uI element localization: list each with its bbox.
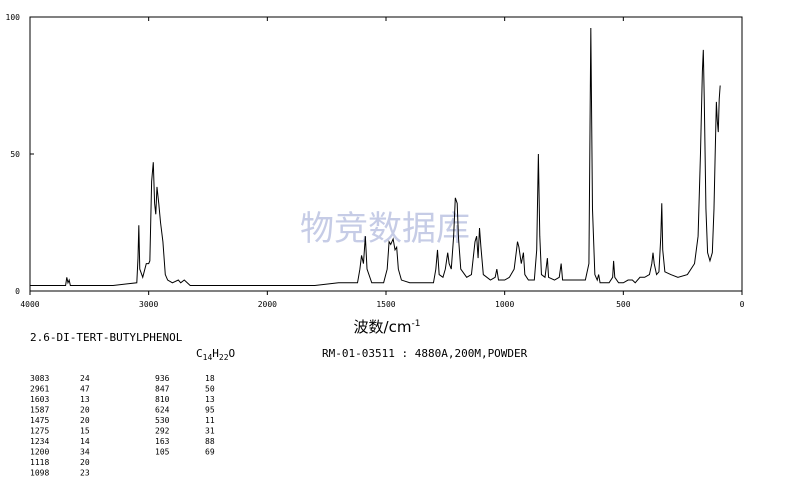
- peak-intensity: 47: [80, 385, 90, 394]
- x-tick-label: 500: [616, 300, 631, 309]
- peak-wavenumber: 1234: [30, 437, 49, 446]
- peak-intensity: 23: [80, 469, 90, 478]
- peak-wavenumber: 2961: [30, 385, 49, 394]
- x-tick-label: 1500: [376, 300, 395, 309]
- peak-wavenumber: 1587: [30, 406, 49, 415]
- peak-intensity: 24: [80, 374, 90, 383]
- peak-wavenumber: 936: [155, 374, 170, 383]
- peak-intensity: 69: [205, 448, 215, 457]
- peak-wavenumber: 1200: [30, 448, 49, 457]
- formula-part: 14: [203, 353, 213, 362]
- x-axis-label: 波数/cm-1: [354, 318, 421, 336]
- peak-wavenumber: 810: [155, 395, 170, 404]
- plot-frame: [29, 16, 743, 292]
- x-tick-label: 2000: [258, 300, 277, 309]
- formula-part: 22: [219, 353, 229, 362]
- peak-wavenumber: 1475: [30, 416, 49, 425]
- watermark: 物竞数据库: [300, 209, 470, 249]
- peak-intensity: 15: [80, 427, 90, 436]
- peak-intensity: 18: [205, 374, 215, 383]
- peak-intensity: 50: [205, 385, 215, 394]
- x-axis-label-sup: -1: [411, 319, 420, 329]
- peak-wavenumber: 847: [155, 385, 170, 394]
- y-tick-label: 0: [15, 287, 20, 296]
- peak-intensity: 11: [205, 416, 215, 425]
- sample-info: RM-01-03511 : 4880A,200M,POWDER: [322, 347, 528, 360]
- peak-intensity: 20: [80, 406, 90, 415]
- peak-intensity: 88: [205, 437, 215, 446]
- peak-wavenumber: 163: [155, 437, 170, 446]
- peak-wavenumber: 1118: [30, 458, 49, 467]
- peak-wavenumber: 624: [155, 406, 170, 415]
- peak-intensity: 34: [80, 448, 90, 457]
- peak-wavenumber: 1603: [30, 395, 49, 404]
- peak-intensity: 14: [80, 437, 90, 446]
- compound-name: 2.6-DI-TERT-BUTYLPHENOL: [30, 331, 183, 344]
- peak-intensity: 20: [80, 458, 90, 467]
- formula-part: O: [229, 347, 236, 360]
- peak-wavenumber: 1275: [30, 427, 49, 436]
- formula-part: H: [212, 347, 219, 360]
- peak-intensity: 13: [205, 395, 215, 404]
- peak-intensity: 13: [80, 395, 90, 404]
- x-axis-label-text: 波数/cm: [354, 318, 412, 336]
- x-tick-label: 3000: [139, 300, 158, 309]
- x-tick-label: 0: [740, 300, 745, 309]
- peak-intensity: 20: [80, 416, 90, 425]
- peak-wavenumber: 105: [155, 448, 170, 457]
- peak-wavenumber: 3083: [30, 374, 49, 383]
- x-tick-label: 1000: [495, 300, 514, 309]
- formula-part: C: [196, 347, 203, 360]
- y-tick-label: 100: [6, 13, 21, 22]
- formula: C14H22O: [196, 347, 235, 362]
- peak-wavenumber: 292: [155, 427, 170, 436]
- x-tick-label: 4000: [20, 300, 39, 309]
- y-tick-label: 50: [10, 150, 20, 159]
- peak-wavenumber: 530: [155, 416, 170, 425]
- peak-intensity: 31: [205, 427, 215, 436]
- peak-intensity: 95: [205, 406, 215, 415]
- spectrum-line: [30, 27, 721, 287]
- peak-wavenumber: 1098: [30, 469, 49, 478]
